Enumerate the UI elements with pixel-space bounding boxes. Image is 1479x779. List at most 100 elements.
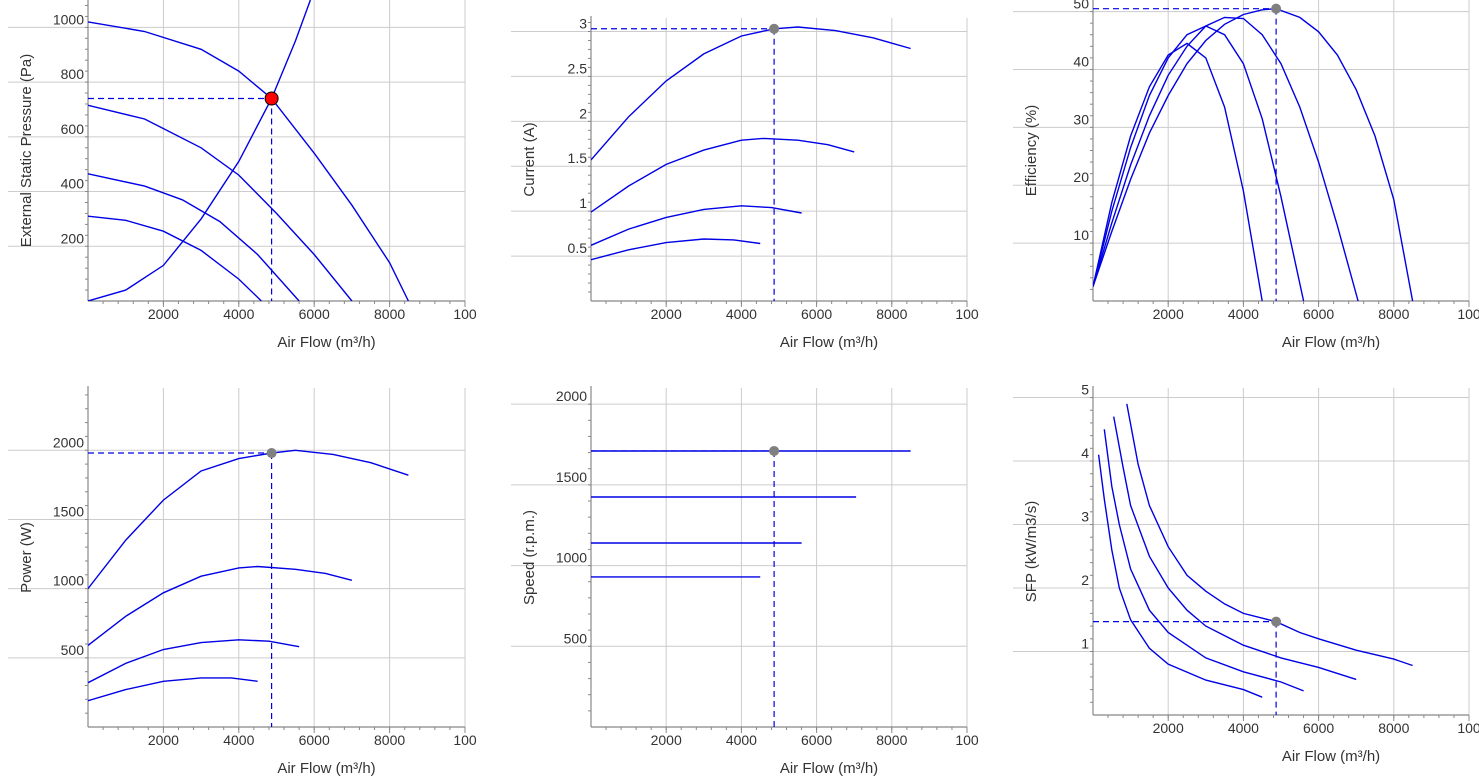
operating-point-marker[interactable] [1271,616,1282,627]
x-tick-label: 8000 [876,306,907,322]
y-tick-label: 600 [61,121,85,137]
x-tick-label: 4000 [726,732,757,748]
y-axis-title: SFP (kW/m3/s) [1023,501,1040,602]
y-tick-label: 1000 [53,573,84,589]
x-tick-label: 2000 [1153,306,1184,322]
y-tick-label: 1.5 [568,150,588,166]
series-line [591,238,761,261]
y-tick-label: 5 [1081,382,1089,398]
x-axis-title: Air Flow (m³/h) [277,334,375,351]
series-line [88,21,410,301]
x-tick-label: 8000 [1378,720,1409,736]
x-tick-label: 4000 [726,306,757,322]
x-tick-label: 2000 [148,306,179,322]
y-tick-label: 10 [1073,227,1089,243]
series-line [88,104,353,301]
chart-power: 2000 4000 6000 8000 100 500 1000 1500 2000 Air Fl… [8,386,477,777]
x-tick-label: 6000 [1303,720,1334,736]
x-tick-label: 2000 [1153,720,1184,736]
x-tick-label: 100 [453,306,477,322]
x-tick-label: 8000 [374,732,405,748]
operating-point-marker[interactable] [1271,3,1282,14]
x-tick-label: 4000 [223,732,254,748]
series-line [88,677,258,702]
x-tick-label: 6000 [801,306,832,322]
y-axis-title: Speed (r.p.m.) [521,510,538,605]
x-tick-label: 2000 [148,732,179,748]
x-tick-label: 4000 [1228,720,1259,736]
y-tick-label: 500 [564,630,588,646]
y-tick-label: 4 [1081,445,1089,461]
y-tick-label: 2 [1081,572,1089,588]
y-tick-label: 50 [1073,0,1089,12]
operating-point-marker[interactable] [769,23,780,34]
y-tick-label: 2 [579,105,587,121]
x-tick-label: 4000 [1228,306,1259,322]
series-line [1126,403,1413,667]
series-line [88,0,312,301]
x-tick-label: 4000 [223,306,254,322]
chart-efficiency: 2000 4000 6000 8000 100 10 20 30 40 50 Air Flow (m… [1013,0,1479,351]
y-axis-title: Power (W) [18,522,35,593]
series-line [591,26,911,161]
y-axis-title: Efficiency (%) [1023,105,1040,196]
y-tick-label: 2000 [556,388,587,404]
x-tick-label: 6000 [299,306,330,322]
operating-point-marker[interactable] [266,448,277,459]
y-tick-label: 0.5 [568,240,588,256]
series-line [1093,42,1263,301]
y-tick-label: 1000 [53,11,84,27]
y-tick-label: 2.5 [568,60,588,76]
series-line [1097,454,1263,698]
x-tick-label: 100 [1457,306,1479,322]
chart-current: 2000 4000 6000 8000 100 0.5 1 1.5 2 2.5 3 Air Flow … [511,15,979,351]
y-tick-label: 1 [1081,636,1089,652]
y-tick-label: 800 [61,66,85,82]
y-axis-title: External Static Pressure (Pa) [18,54,35,247]
y-axis-title: Current (A) [521,122,538,196]
x-axis-title: Air Flow (m³/h) [1282,748,1380,765]
x-tick-label: 6000 [1303,306,1334,322]
x-tick-label: 8000 [876,732,907,748]
y-tick-label: 30 [1073,111,1089,127]
y-tick-label: 400 [61,176,85,192]
chart-pressure: 2000 4000 6000 8000 100 200 400 600 800 1000 Air F… [8,0,477,351]
series-line [88,215,262,301]
x-axis-title: Air Flow (m³/h) [277,760,375,777]
series-line [88,639,300,684]
y-tick-label: 1500 [556,469,587,485]
chart-sfp: 2000 4000 6000 8000 100 1 2 3 4 5 Air Flow (m³/h) S… [1013,382,1479,765]
y-tick-label: 1 [579,195,587,211]
series-line [88,449,409,590]
x-tick-label: 100 [955,732,979,748]
x-tick-label: 8000 [1378,306,1409,322]
y-tick-label: 200 [61,230,85,246]
x-axis-title: Air Flow (m³/h) [1282,334,1380,351]
x-axis-title: Air Flow (m³/h) [780,334,878,351]
y-tick-label: 40 [1073,53,1089,69]
x-tick-label: 2000 [651,732,682,748]
x-tick-label: 100 [955,306,979,322]
series-line [1093,25,1305,301]
x-tick-label: 8000 [374,306,405,322]
y-tick-label: 3 [1081,509,1089,525]
operating-point-marker[interactable] [769,445,780,456]
x-tick-label: 100 [1457,720,1479,736]
y-tick-label: 1500 [53,503,84,519]
series-line [1113,416,1357,681]
series-line [88,565,353,646]
x-axis-title: Air Flow (m³/h) [780,760,878,777]
y-tick-label: 500 [61,642,85,658]
series-line [1093,16,1359,301]
x-tick-label: 6000 [299,732,330,748]
series-line [88,173,300,301]
operating-point-marker[interactable] [264,91,279,106]
series-line [1093,7,1414,301]
y-tick-label: 1000 [556,550,587,566]
series-line [591,137,855,213]
y-tick-label: 20 [1073,169,1089,185]
x-tick-label: 2000 [651,306,682,322]
series-line [591,205,802,246]
y-tick-label: 3 [579,15,587,31]
